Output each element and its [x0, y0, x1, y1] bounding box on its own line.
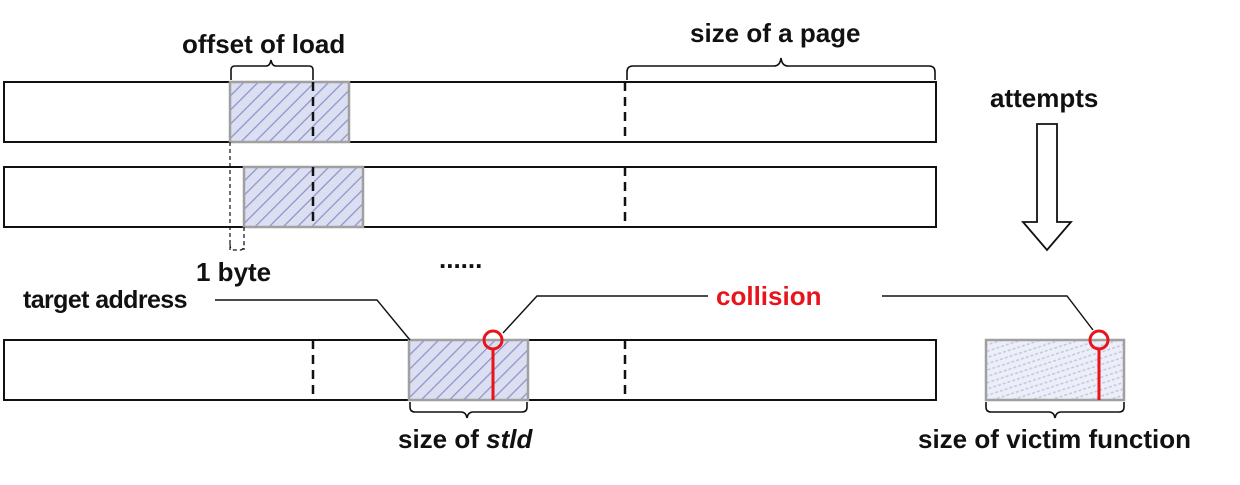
size-of-stld-label: size of stld [398, 426, 532, 452]
memory-row-1 [3, 80, 937, 144]
collision-label: collision [716, 281, 822, 311]
size-of-victim-function-label: size of victim function [918, 424, 1192, 454]
load-block-row-2 [242, 165, 365, 229]
offset-brace [230, 59, 314, 80]
memory-row-1-bar [3, 81, 937, 143]
one-byte-label: 1 byte [196, 257, 272, 287]
memory-row-2 [3, 165, 937, 229]
offset-of-load-label: offset of load [182, 29, 346, 59]
stld-size-brace [409, 402, 528, 419]
memory-row-3 [3, 338, 937, 402]
target-address-label: target address [23, 286, 187, 314]
target-address-leader [215, 299, 411, 341]
size-of-stld-italic: stld [486, 424, 533, 454]
collision-leader-left [502, 295, 708, 334]
attempts-arrow-icon [1021, 123, 1073, 252]
stld-block [407, 338, 530, 402]
one-byte-brace [229, 243, 245, 251]
victim-size-brace [985, 402, 1125, 419]
attempts-label: attempts [990, 83, 1099, 113]
page-size-brace [626, 57, 936, 80]
load-block-row-1 [228, 80, 351, 144]
memory-row-2-bar [3, 166, 937, 228]
size-of-stld-prefix: size of [398, 424, 487, 454]
size-of-a-page-label: size of a page [690, 18, 861, 48]
ellipsis-label: ...... [439, 244, 483, 274]
collision-circle-stld [482, 329, 504, 351]
collision-circle-victim [1088, 329, 1110, 351]
collision-leader-right [882, 295, 1094, 331]
